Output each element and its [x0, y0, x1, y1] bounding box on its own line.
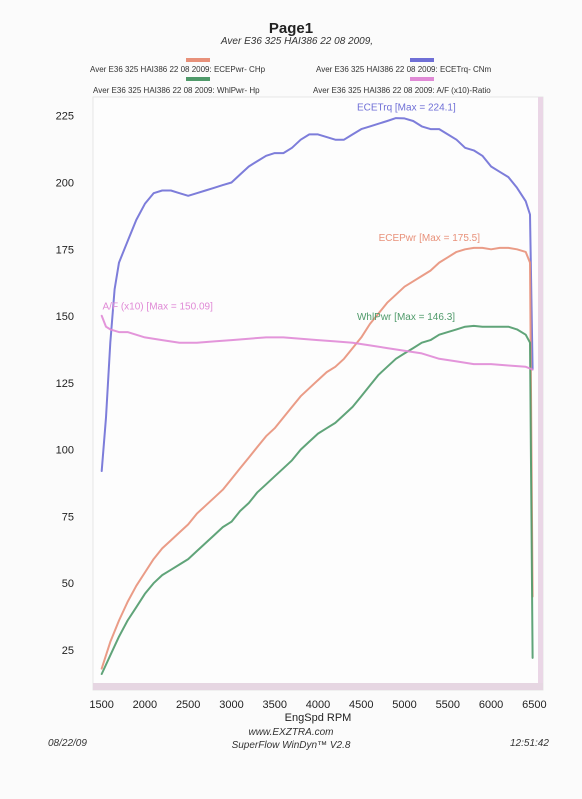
series-annotation-ecepwr: ECEPwr [Max = 175.5] [379, 233, 481, 244]
legend-swatch-af [410, 77, 434, 81]
footer-time: 12:51:42 [510, 738, 549, 749]
series-annotation-ecetrq: ECETrq [Max = 224.1] [357, 102, 456, 113]
legend-swatch-ecetrq [410, 58, 434, 62]
plot-area [92, 96, 544, 691]
x-tick-label: 4000 [306, 699, 330, 711]
y-tick-label: 125 [56, 378, 74, 390]
x-tick-label: 2500 [176, 699, 200, 711]
chart-frame [92, 96, 544, 691]
series-line-ecetrq [100, 117, 534, 472]
page-title: Page1 [268, 20, 314, 37]
x-tick-label: 4500 [349, 699, 373, 711]
x-tick-label: 2000 [133, 699, 157, 711]
x-tick-label: 5000 [392, 699, 416, 711]
legend-item-whlpwr: Aver E36 325 HAI386 22 08 2009: WhlPwr- … [93, 86, 260, 95]
y-tick-label: 75 [62, 511, 74, 523]
footer-date: 08/22/09 [48, 738, 87, 749]
y-tick-label: 200 [56, 177, 74, 189]
x-tick-label: 5500 [436, 699, 460, 711]
series-annotation-a-f: A/F (x10) [Max = 150.09] [103, 301, 214, 312]
page-subtitle: Aver E36 325 HAI386 22 08 2009, [220, 36, 374, 47]
x-tick-label: 6000 [479, 699, 503, 711]
y-tick-label: 225 [56, 111, 74, 123]
series-line-whlpwr [100, 324, 534, 675]
legend-item-af: Aver E36 325 HAI386 22 08 2009: A/F (x10… [313, 86, 491, 95]
x-tick-label: 6500 [522, 699, 546, 711]
y-tick-label: 150 [56, 311, 74, 323]
legend-item-ecetrq: Aver E36 325 HAI386 22 08 2009: ECETrq- … [316, 65, 492, 74]
right-edge-band [538, 97, 543, 690]
legend-swatch-ecepwr [186, 58, 210, 62]
legend-item-ecepwr: Aver E36 325 HAI386 22 08 2009: ECEPwr- … [90, 65, 266, 74]
bottom-edge-band [93, 683, 543, 690]
x-axis-label: EngSpd RPM [285, 712, 352, 724]
series-line-ecepwr [100, 246, 534, 670]
x-tick-label: 3500 [262, 699, 286, 711]
y-tick-label: 175 [56, 244, 74, 256]
x-tick-label: 1500 [89, 699, 113, 711]
y-tick-label: 25 [62, 645, 74, 657]
x-tick-label: 3000 [219, 699, 243, 711]
chart-lines [100, 117, 534, 675]
legend-swatch-whlpwr [186, 77, 210, 81]
y-tick-label: 100 [56, 445, 74, 457]
series-annotation-whlpwr: WhlPwr [Max = 146.3] [357, 312, 455, 323]
series-line-a-f [100, 314, 534, 371]
footer-site: www.EXZTRA.com [248, 727, 334, 738]
chart-labels: ECETrq [Max = 224.1] ECEPwr [Max = 175.5]… [103, 102, 481, 323]
chart-axes: 25 50 75 100 125 150 175 200 225 1500 2000 2500 3000… [56, 111, 547, 724]
y-tick-label: 50 [62, 578, 74, 590]
footer-software: SuperFlow WinDyn™ V2.8 [231, 740, 351, 751]
